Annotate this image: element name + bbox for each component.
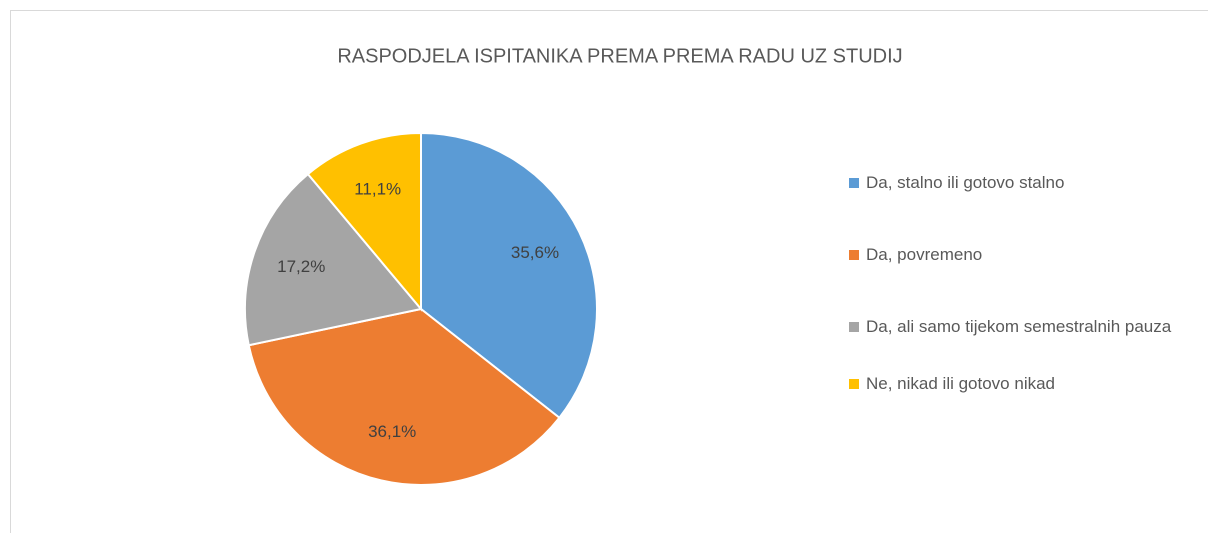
legend-item: Da, povremeno bbox=[848, 244, 1193, 266]
legend-swatch bbox=[849, 250, 859, 260]
legend-swatch bbox=[849, 379, 859, 389]
legend-item: Da, ali samo tijekom semestralnih pauza bbox=[848, 316, 1193, 338]
pie-slice bbox=[420, 131, 598, 420]
chart-title: RASPODJELA ISPITANIKA PREMA PREMA RADU U… bbox=[337, 45, 902, 67]
legend-swatch bbox=[849, 322, 859, 332]
legend: Da, stalno ili gotovo stalno Da, povremen… bbox=[848, 172, 1193, 395]
legend-label: Da, povremeno bbox=[866, 245, 983, 264]
pie-slice bbox=[247, 307, 561, 486]
legend-label: Ne, nikad ili gotovo nikad bbox=[866, 374, 1056, 393]
data-label: 36,1% bbox=[368, 422, 416, 441]
data-label: 17,2% bbox=[277, 257, 325, 276]
legend-label: Da, stalno ili gotovo stalno bbox=[866, 173, 1065, 192]
legend-swatch bbox=[849, 178, 859, 188]
pie-slice bbox=[244, 172, 423, 347]
data-label: 35,6% bbox=[511, 243, 559, 262]
legend-item: Ne, nikad ili gotovo nikad bbox=[848, 373, 1193, 395]
pie-slice bbox=[306, 131, 422, 312]
data-label: 11,1% bbox=[354, 179, 401, 198]
legend-item: Da, stalno ili gotovo stalno bbox=[848, 172, 1193, 194]
chart-border bbox=[10, 10, 1208, 533]
legend-label: Da, ali samo tijekom semestralnih pauza bbox=[866, 317, 1172, 336]
